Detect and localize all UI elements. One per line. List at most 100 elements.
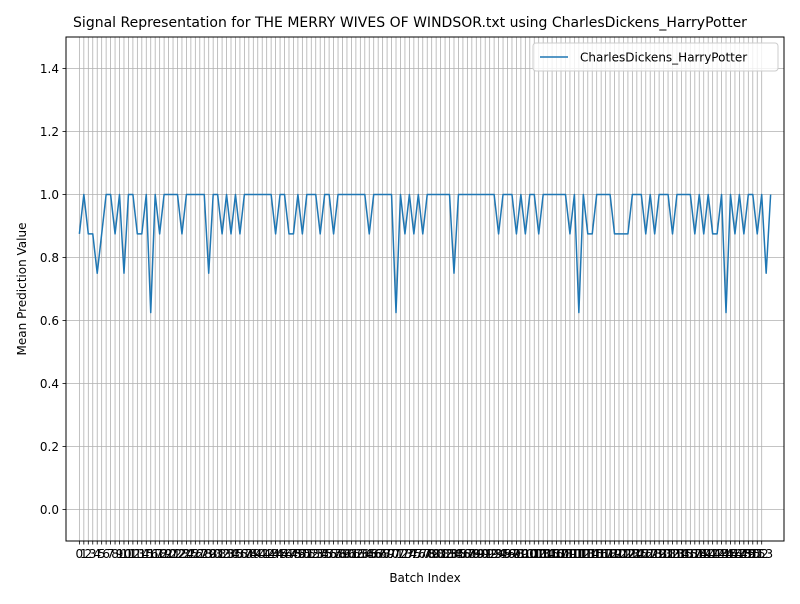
x-tick-label: 25 xyxy=(183,547,198,561)
x-tick-label: 67 xyxy=(371,547,386,561)
x-tick-label: 139 xyxy=(688,547,711,561)
x-tick-label: 20 xyxy=(161,547,176,561)
y-tick-label: 0.6 xyxy=(40,314,59,328)
x-tick-label: 74 xyxy=(402,547,417,561)
x-tick-label: 138 xyxy=(683,547,706,561)
x-tick-label: 148 xyxy=(728,547,751,561)
x-tick-label: 143 xyxy=(706,547,729,561)
x-tick-label: 75 xyxy=(406,547,421,561)
x-tick-label: 81 xyxy=(433,547,448,561)
x-tick-label: 98 xyxy=(509,547,524,561)
x-tick-label: 101 xyxy=(518,547,541,561)
x-tick-label: 29 xyxy=(201,547,216,561)
x-tick-label: 57 xyxy=(326,547,341,561)
x-tick-label: 69 xyxy=(379,547,394,561)
x-tick-label: 51 xyxy=(299,547,314,561)
y-tick-label: 0.2 xyxy=(40,440,59,454)
x-tick-label: 102 xyxy=(523,547,546,561)
x-tick-label: 128 xyxy=(639,547,662,561)
x-tick-label: 60 xyxy=(339,547,354,561)
y-tick-label: 1.4 xyxy=(40,62,59,76)
x-tick-label: 40 xyxy=(250,547,265,561)
x-tick-label: 82 xyxy=(437,547,452,561)
x-tick-label: 4 xyxy=(93,547,101,561)
x-tick-label: 79 xyxy=(424,547,439,561)
x-tick-label: 109 xyxy=(554,547,577,561)
x-tick-label: 32 xyxy=(214,547,229,561)
x-tick-label: 70 xyxy=(384,547,399,561)
x-tick-label: 123 xyxy=(616,547,639,561)
series-line xyxy=(78,193,772,314)
x-tick-label: 68 xyxy=(375,547,390,561)
x-tick-label: 87 xyxy=(460,547,475,561)
x-tick-label: 103 xyxy=(527,547,550,561)
x-tick-label: 38 xyxy=(241,547,256,561)
x-tick-label: 115 xyxy=(581,547,604,561)
x-tick-label: 86 xyxy=(455,547,470,561)
x-tick-label: 105 xyxy=(536,547,559,561)
x-tick-label: 152 xyxy=(746,547,769,561)
x-tick-label: 120 xyxy=(603,547,626,561)
x-tick-label: 117 xyxy=(590,547,613,561)
x-tick-label: 149 xyxy=(732,547,755,561)
x-tick-label: 114 xyxy=(576,547,599,561)
y-axis: 0.0 0.2 0.4 0.6 0.8 1.0 1.2 1.4 xyxy=(40,62,66,517)
x-tick-label: 41 xyxy=(255,547,270,561)
x-tick-label: 30 xyxy=(206,547,221,561)
y-tick-label: 1.0 xyxy=(40,188,59,202)
x-tick-label: 132 xyxy=(657,547,680,561)
x-axis-label: Batch Index xyxy=(389,571,460,585)
x-tick-label: 141 xyxy=(697,547,720,561)
y-axis-label: Mean Prediction Value xyxy=(15,223,29,356)
x-tick-label: 49 xyxy=(290,547,305,561)
x-tick-label: 153 xyxy=(750,547,773,561)
x-tick-label: 108 xyxy=(550,547,573,561)
x-tick-label: 78 xyxy=(420,547,435,561)
x-tick-label: 119 xyxy=(599,547,622,561)
x-tick-label: 126 xyxy=(630,547,653,561)
x-tick-label: 0 xyxy=(76,547,84,561)
x-tick-label: 6 xyxy=(102,547,110,561)
x-tick-label: 112 xyxy=(567,547,590,561)
x-tick-label: 28 xyxy=(197,547,212,561)
x-tick-label: 80 xyxy=(429,547,444,561)
x-tick-label: 61 xyxy=(344,547,359,561)
x-tick-label: 13 xyxy=(130,547,145,561)
x-tick-label: 94 xyxy=(491,547,506,561)
grid xyxy=(66,37,784,541)
legend-box xyxy=(532,42,779,72)
x-tick-label: 116 xyxy=(585,547,608,561)
x-tick-label: 19 xyxy=(156,547,171,561)
x-tick-label: 146 xyxy=(719,547,742,561)
x-tick-label: 84 xyxy=(446,547,461,561)
x-tick-label: 64 xyxy=(357,547,372,561)
x-tick-label: 10 xyxy=(116,547,131,561)
x-tick-label: 9 xyxy=(116,547,124,561)
x-tick-label: 76 xyxy=(411,547,426,561)
x-tick-label: 17 xyxy=(148,547,163,561)
x-tick-label: 26 xyxy=(188,547,203,561)
x-axis: 0123456789101112131415161718192021222324… xyxy=(76,541,773,561)
x-tick-label: 71 xyxy=(388,547,403,561)
x-tick-label: 140 xyxy=(692,547,715,561)
x-tick-label: 135 xyxy=(670,547,693,561)
x-tick-label: 34 xyxy=(223,547,238,561)
x-tick-label: 45 xyxy=(272,547,287,561)
x-tick-label: 31 xyxy=(210,547,225,561)
x-tick-label: 5 xyxy=(98,547,106,561)
legend: CharlesDickens_HarryPotter xyxy=(532,42,779,72)
x-tick-label: 113 xyxy=(572,547,595,561)
x-tick-label: 110 xyxy=(558,547,581,561)
x-tick-label: 95 xyxy=(495,547,510,561)
chart-title: Signal Representation for THE MERRY WIVE… xyxy=(73,15,747,31)
x-tick-label: 44 xyxy=(268,547,283,561)
legend-entry-label: CharlesDickens_HarryPotter xyxy=(580,51,747,65)
x-tick-label: 89 xyxy=(469,547,484,561)
x-tick-label: 62 xyxy=(348,547,363,561)
x-tick-label: 91 xyxy=(478,547,493,561)
x-tick-label: 125 xyxy=(625,547,648,561)
x-tick-label: 72 xyxy=(393,547,408,561)
x-tick-label: 77 xyxy=(415,547,430,561)
